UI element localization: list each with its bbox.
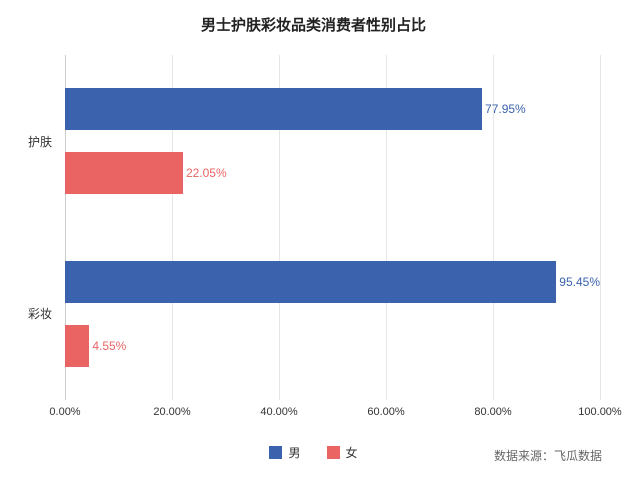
bar-row-男-护肤: 77.95% — [65, 88, 600, 131]
legend-item-女[interactable]: 女 — [326, 444, 358, 461]
bar-row-女-护肤: 22.05% — [65, 152, 600, 195]
y-axis-label-彩妆: 彩妆 — [27, 307, 52, 322]
legend-item-男[interactable]: 男 — [269, 444, 301, 461]
gridline — [493, 55, 494, 400]
x-tick-label: 0.00% — [49, 406, 81, 418]
bar-value-label: 77.95% — [485, 102, 526, 117]
data-source: 数据来源：飞瓜数据 — [493, 449, 602, 463]
y-axis-line — [65, 55, 66, 400]
bar-segment-男-护肤 — [65, 88, 483, 131]
plot-area: 77.95% 22.05% 95.45% 4.55% — [65, 55, 601, 400]
x-tick-label: 40.00% — [260, 406, 298, 418]
bar-value-label: 95.45% — [559, 274, 600, 289]
legend: 男女 — [0, 444, 627, 461]
bar-group-彩妆: 95.45% 4.55% — [65, 260, 600, 367]
x-tick-label: 80.00% — [474, 406, 512, 418]
bar-row-男-彩妆: 95.45% — [65, 260, 600, 303]
y-axis-label-护肤: 护肤 — [27, 134, 52, 149]
legend-label: 男 — [288, 446, 301, 460]
x-axis: 0.00% 20.00% 40.00% 60.00% 80.00% 100.00% — [49, 406, 621, 424]
gridline — [600, 55, 601, 400]
x-tick-label: 100.00% — [578, 406, 622, 418]
x-tick-label: 20.00% — [153, 406, 191, 418]
bar-value-label: 4.55% — [92, 338, 127, 353]
bar-groups: 77.95% 22.05% 95.45% 4.55% — [65, 55, 600, 400]
gridline — [386, 55, 387, 400]
gridline — [172, 55, 173, 400]
bar-value-label: 22.05% — [185, 166, 227, 181]
legend-label: 女 — [345, 446, 358, 460]
legend-swatch-icon — [326, 446, 340, 459]
bar-row-女-彩妆: 4.55% — [65, 324, 600, 367]
bar-group-护肤: 77.95% 22.05% — [65, 88, 600, 195]
bar-segment-女-护肤 — [65, 152, 183, 195]
bar-segment-男-彩妆 — [65, 260, 557, 303]
y-axis-labels: 护肤 彩妆 — [0, 55, 60, 400]
chart-title: 男士护肤彩妆品类消费者性别占比 — [200, 17, 426, 34]
gridline — [279, 55, 280, 400]
bar-segment-女-彩妆 — [65, 324, 90, 367]
x-tick-label: 60.00% — [367, 406, 405, 418]
legend-swatch-icon — [269, 446, 283, 459]
